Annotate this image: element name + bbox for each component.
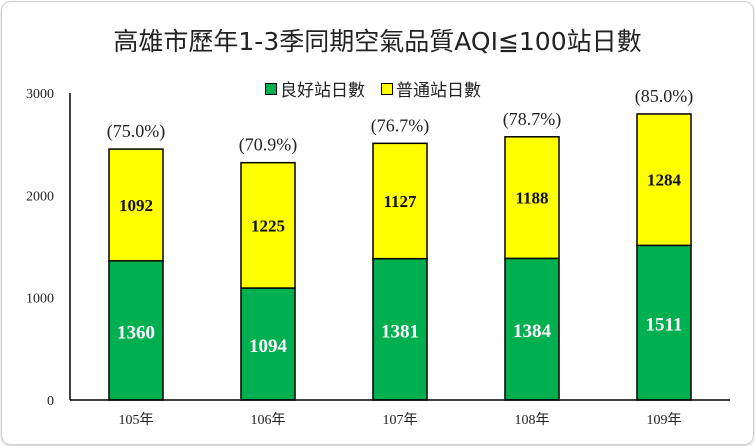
bar-good — [372, 257, 428, 401]
x-tick-label: 109年 — [647, 412, 682, 428]
percent-annotation: (85.0%) — [635, 86, 693, 107]
data-label: 1225 — [251, 216, 285, 235]
data-label: 1511 — [646, 315, 683, 336]
legend-label-moderate: 普通站日數 — [396, 81, 481, 101]
bar-moderate — [636, 113, 692, 247]
bar-good — [504, 257, 560, 401]
bar-moderate — [240, 161, 296, 289]
percent-annotation: (78.7%) — [503, 109, 561, 130]
data-label: 1092 — [119, 196, 153, 215]
chart-title: 高雄市歷年1-3季同期空氣品質AQI≦100站日數 — [113, 27, 642, 56]
legend-item-good: 良好站日數 — [265, 76, 365, 101]
y-tick-label: 2000 — [26, 189, 54, 204]
data-label: 1127 — [383, 192, 417, 211]
percent-annotation: (70.9%) — [239, 135, 297, 156]
legend-label-good: 良好站日數 — [280, 81, 365, 101]
x-tick-label: 108年 — [515, 412, 550, 428]
legend-swatch-moderate — [381, 82, 393, 95]
data-label: 1188 — [515, 189, 548, 208]
percent-annotation: (75.0%) — [107, 121, 165, 142]
data-label: 1284 — [647, 171, 682, 190]
data-label: 1384 — [513, 321, 552, 342]
legend-swatch-good — [265, 82, 277, 95]
bar-moderate — [108, 148, 164, 262]
percent-annotation: (76.7%) — [371, 115, 429, 136]
bar-moderate — [504, 136, 560, 260]
x-tick-label: 105年 — [119, 412, 154, 428]
x-tick-label: 107年 — [383, 412, 418, 428]
data-label: 1360 — [117, 322, 155, 343]
legend: 良好站日數 普通站日數 — [265, 76, 481, 101]
data-label: 1381 — [381, 321, 419, 342]
y-tick-label: 1000 — [26, 292, 54, 307]
data-label: 1094 — [249, 336, 288, 357]
bar-moderate — [372, 142, 428, 260]
legend-item-moderate: 普通站日數 — [381, 76, 481, 101]
x-tick-label: 106年 — [251, 412, 286, 428]
y-tick-label: 0 — [47, 394, 54, 409]
y-tick-label: 3000 — [26, 87, 54, 102]
